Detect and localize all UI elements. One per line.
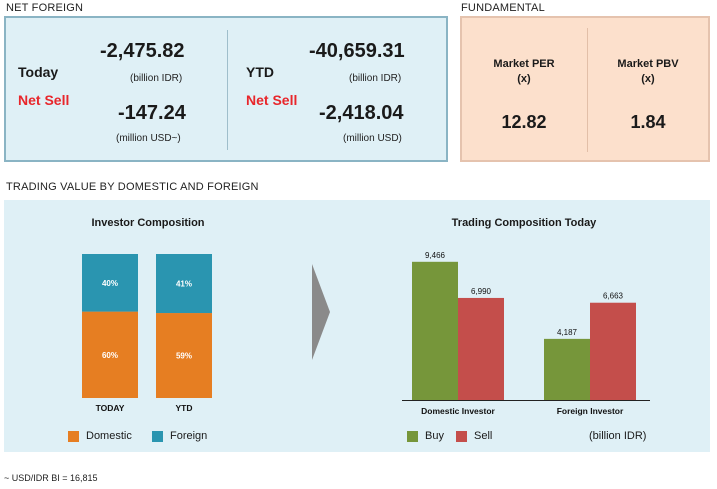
category-label-today: TODAY (96, 403, 125, 413)
legend-sell: Sell (456, 430, 492, 442)
today-status: Net Sell (18, 92, 70, 108)
legend-buy-label: Buy (425, 430, 444, 442)
bar-sell-domestic (458, 297, 504, 400)
trading-composition-chart: 9,466 6,990 Domestic Investor 4,187 6,663 For… (402, 251, 650, 416)
value-label-sell-foreign: 6,663 (603, 292, 624, 301)
bar-sell-foreign (590, 302, 636, 400)
fundamental-divider (587, 28, 588, 152)
ytd-usd-value: -2,418.04 (319, 102, 404, 124)
market-pbv-unit: (x) (641, 73, 655, 85)
legend-buy-swatch (407, 430, 418, 442)
legend-sell-swatch (456, 430, 467, 442)
today-usd-value: -147.24 (118, 102, 186, 124)
today-idr-unit: (billion IDR) (130, 73, 183, 84)
label-foreign-today: 40% (102, 279, 118, 288)
bar-domestic-today (82, 311, 138, 398)
category-label-domestic: Domestic Investor (421, 406, 495, 416)
investor-composition-title: Investor Composition (91, 217, 205, 229)
ytd-label: YTD (246, 64, 274, 80)
today-idr-value: -2,475.82 (100, 40, 185, 62)
label-foreign-ytd: 41% (176, 280, 192, 289)
legend-foreign: Foreign (152, 430, 207, 442)
market-pbv-value: 1.84 (630, 112, 666, 132)
fundamental-panel: Market PER (x) 12.82 Market PBV (x) 1.84 (460, 16, 710, 162)
net-foreign-panel: Today Net Sell -2,475.82 (billion IDR) -… (4, 16, 448, 162)
legend-sell-label: Sell (474, 430, 493, 442)
value-label-buy-foreign: 4,187 (557, 328, 578, 337)
legend-domestic: Domestic (68, 430, 132, 442)
trading-charts-svg: 60% 40% TODAY 59% 41% YTD 9,466 6,990 Domestic … (82, 251, 650, 416)
net-foreign-divider (227, 30, 228, 150)
market-per-label: Market PER (493, 58, 555, 70)
bar-foreign-today (82, 254, 138, 312)
bar-foreign-ytd (156, 254, 212, 314)
today-usd-unit: (million USD~) (116, 133, 181, 144)
label-domestic-ytd: 59% (176, 352, 192, 361)
legend-foreign-label: Foreign (170, 430, 208, 442)
category-label-ytd: YTD (176, 403, 193, 413)
trading-composition-title: Trading Composition Today (451, 217, 597, 229)
value-label-sell-domestic: 6,990 (471, 287, 492, 296)
ytd-idr-value: -40,659.31 (309, 40, 405, 62)
bar-buy-domestic (412, 261, 458, 400)
trading-panel: Investor Composition Trading Composition… (4, 200, 710, 452)
label-domestic-today: 60% (102, 351, 118, 360)
category-label-foreign: Foreign Investor (557, 406, 624, 416)
ytd-usd-unit: (million USD) (343, 133, 402, 144)
market-per-value: 12.82 (501, 112, 547, 132)
ytd-status: Net Sell (246, 92, 298, 108)
legend-foreign-swatch (152, 430, 163, 442)
trading-title: TRADING VALUE BY DOMESTIC AND FOREIGN (6, 181, 259, 193)
market-per-unit: (x) (517, 73, 531, 85)
market-pbv-label: Market PBV (617, 58, 679, 70)
ytd-idr-unit: (billion IDR) (349, 73, 402, 84)
bar-buy-foreign (544, 338, 590, 400)
fundamental-title: FUNDAMENTAL (461, 2, 545, 14)
legend-buy: Buy (407, 430, 444, 442)
legend-domestic-label: Domestic (86, 430, 132, 442)
legend-domestic-swatch (68, 430, 79, 442)
value-label-buy-domestic: 9,466 (425, 251, 446, 260)
net-foreign-title: NET FOREIGN (6, 2, 84, 14)
investor-composition-chart: 60% 40% TODAY 59% 41% YTD (82, 254, 212, 413)
trading-unit-note: (billion IDR) (589, 430, 647, 442)
arrow-icon (312, 264, 330, 360)
exchange-rate-footnote: ~ USD/IDR BI = 16,815 (4, 473, 98, 483)
bar-domestic-ytd (156, 313, 212, 398)
today-label: Today (18, 64, 59, 80)
